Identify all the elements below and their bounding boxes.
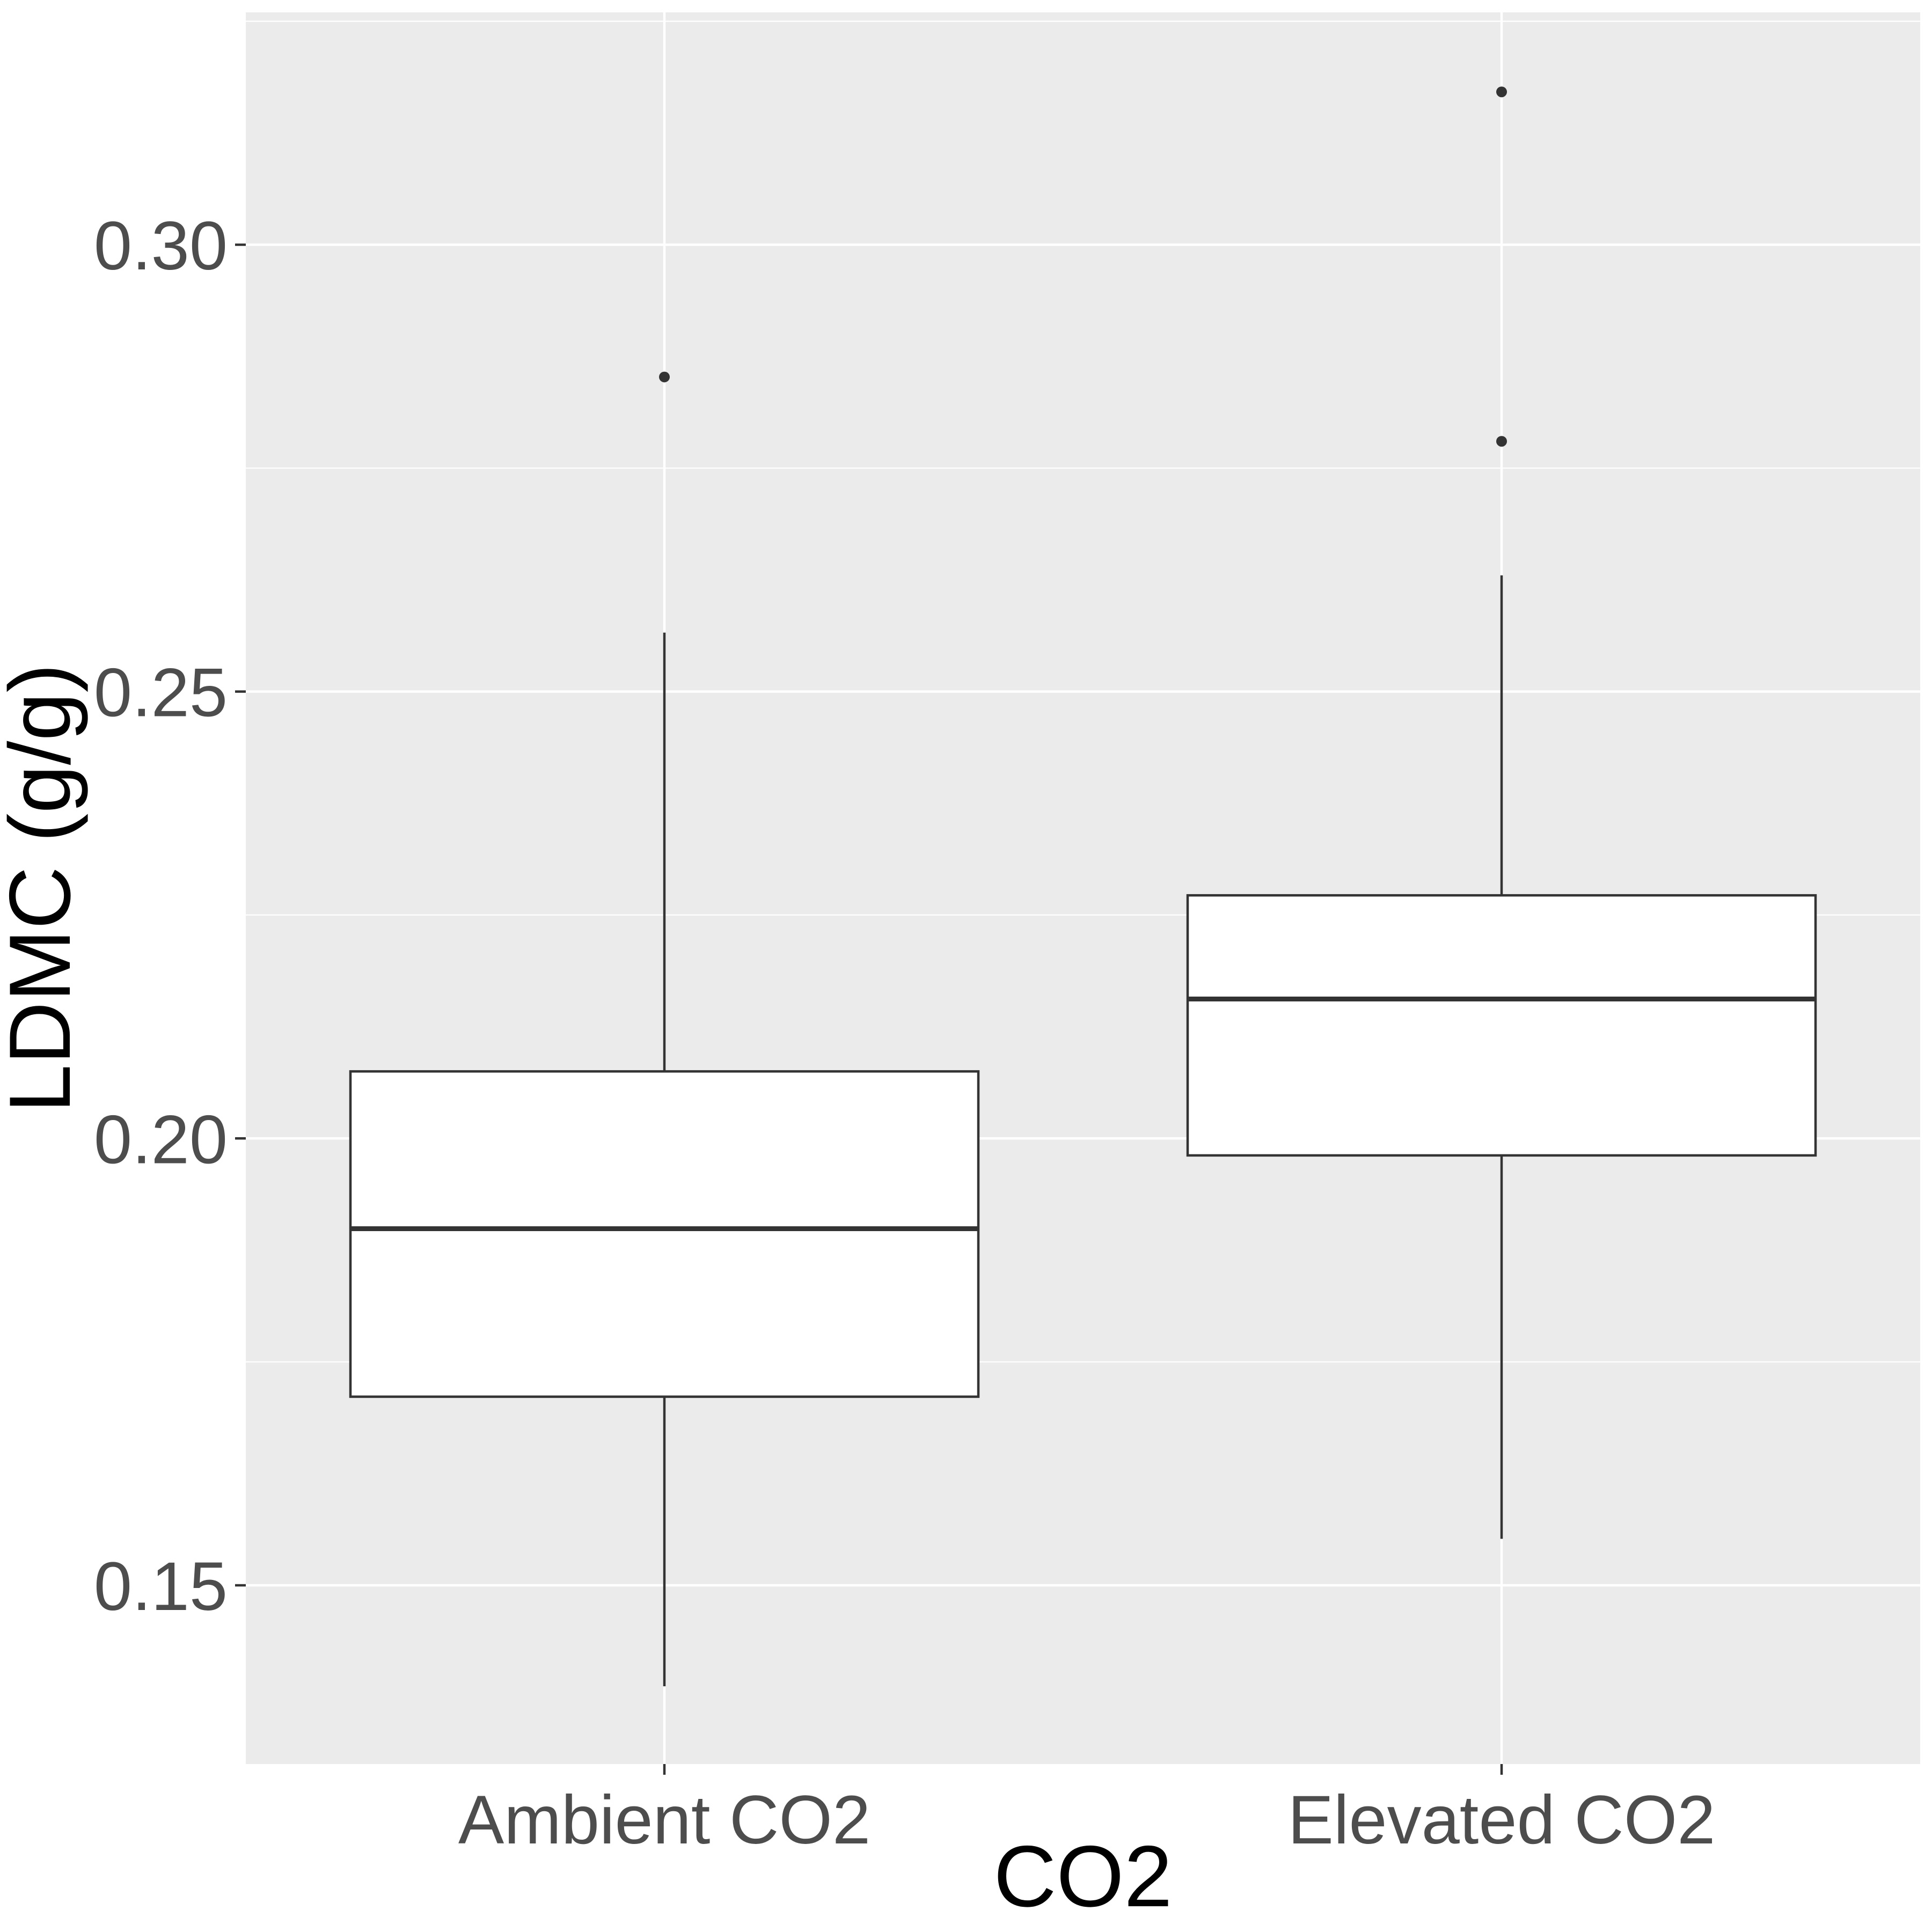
x-tick-label: Elevated CO2 xyxy=(1288,1782,1716,1858)
box-group xyxy=(1186,86,1817,1539)
outlier-point xyxy=(1496,86,1507,98)
box xyxy=(1186,894,1817,1157)
x-tick-label: Ambient CO2 xyxy=(458,1782,870,1858)
boxes xyxy=(349,86,1817,1687)
outlier-point xyxy=(659,371,670,383)
box xyxy=(349,1070,980,1398)
plot-panel xyxy=(246,12,1920,1764)
outlier-point xyxy=(1496,436,1507,447)
box-group xyxy=(349,371,980,1687)
y-axis-title: LDMC (g/g) xyxy=(0,663,89,1113)
y-tick-label: 0.15 xyxy=(94,1548,228,1625)
y-tick-label: 0.30 xyxy=(94,208,228,284)
x-axis-title: CO2 xyxy=(993,1828,1172,1925)
x-axis: Ambient CO2 Elevated CO2 xyxy=(458,1764,1716,1858)
y-tick-label: 0.25 xyxy=(94,655,228,731)
y-tick-label: 0.20 xyxy=(94,1101,228,1178)
y-axis: 0.15 0.20 0.25 0.30 xyxy=(94,208,246,1625)
